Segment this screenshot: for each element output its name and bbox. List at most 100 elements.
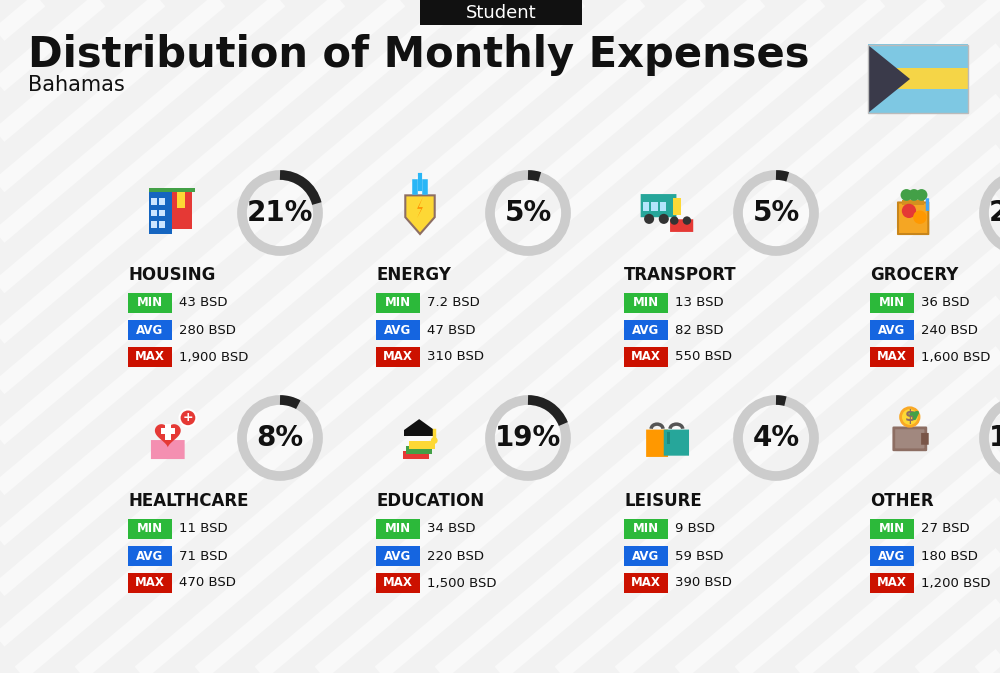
- Text: MIN: MIN: [385, 297, 411, 310]
- Text: 22%: 22%: [989, 199, 1000, 227]
- FancyBboxPatch shape: [376, 519, 420, 539]
- FancyBboxPatch shape: [870, 546, 914, 566]
- Text: Distribution of Monthly Expenses: Distribution of Monthly Expenses: [28, 34, 810, 76]
- Text: 13 BSD: 13 BSD: [675, 297, 724, 310]
- Text: 5%: 5%: [752, 199, 800, 227]
- FancyBboxPatch shape: [894, 428, 926, 450]
- Text: 470 BSD: 470 BSD: [179, 577, 236, 590]
- FancyBboxPatch shape: [870, 320, 914, 340]
- Text: MAX: MAX: [631, 351, 661, 363]
- FancyBboxPatch shape: [624, 320, 668, 340]
- Text: +: +: [183, 411, 193, 425]
- Text: AVG: AVG: [136, 549, 164, 563]
- FancyBboxPatch shape: [128, 320, 172, 340]
- Text: 5%: 5%: [504, 199, 552, 227]
- Text: AVG: AVG: [384, 549, 412, 563]
- Circle shape: [901, 189, 912, 201]
- FancyBboxPatch shape: [128, 347, 172, 367]
- Circle shape: [644, 214, 654, 224]
- Text: Bahamas: Bahamas: [28, 75, 125, 95]
- Text: MIN: MIN: [633, 522, 659, 536]
- Text: 11 BSD: 11 BSD: [179, 522, 228, 536]
- Text: 71 BSD: 71 BSD: [179, 549, 228, 563]
- FancyBboxPatch shape: [868, 68, 968, 90]
- Text: 36 BSD: 36 BSD: [921, 297, 970, 310]
- FancyBboxPatch shape: [404, 430, 434, 436]
- Text: AVG: AVG: [632, 549, 660, 563]
- Text: 4%: 4%: [752, 424, 800, 452]
- Text: MAX: MAX: [135, 351, 165, 363]
- FancyBboxPatch shape: [409, 441, 435, 449]
- FancyBboxPatch shape: [376, 573, 420, 593]
- Circle shape: [180, 409, 196, 426]
- Text: 1,500 BSD: 1,500 BSD: [427, 577, 496, 590]
- FancyBboxPatch shape: [151, 221, 157, 227]
- Text: MIN: MIN: [385, 522, 411, 536]
- Text: 7.2 BSD: 7.2 BSD: [427, 297, 480, 310]
- FancyBboxPatch shape: [926, 199, 929, 211]
- Text: MAX: MAX: [877, 351, 907, 363]
- Text: Student: Student: [466, 3, 536, 22]
- Text: HEALTHCARE: HEALTHCARE: [128, 492, 248, 510]
- Text: 180 BSD: 180 BSD: [921, 549, 978, 563]
- Text: AVG: AVG: [632, 324, 660, 336]
- Text: HOUSING: HOUSING: [128, 266, 215, 284]
- Text: MIN: MIN: [879, 522, 905, 536]
- Text: 1,200 BSD: 1,200 BSD: [921, 577, 990, 590]
- Polygon shape: [868, 45, 910, 113]
- FancyBboxPatch shape: [170, 192, 192, 229]
- Text: MIN: MIN: [633, 297, 659, 310]
- Circle shape: [916, 189, 927, 201]
- FancyBboxPatch shape: [159, 210, 165, 216]
- Text: MIN: MIN: [879, 297, 905, 310]
- FancyBboxPatch shape: [376, 347, 420, 367]
- FancyBboxPatch shape: [161, 428, 175, 434]
- Polygon shape: [417, 197, 423, 218]
- FancyBboxPatch shape: [420, 0, 582, 25]
- Text: LEISURE: LEISURE: [624, 492, 702, 510]
- FancyBboxPatch shape: [624, 347, 668, 367]
- FancyBboxPatch shape: [667, 431, 670, 444]
- Circle shape: [902, 204, 916, 218]
- Text: 8%: 8%: [256, 424, 304, 452]
- Text: 43 BSD: 43 BSD: [179, 297, 228, 310]
- Circle shape: [913, 211, 927, 224]
- Text: 9 BSD: 9 BSD: [675, 522, 715, 536]
- FancyBboxPatch shape: [624, 546, 668, 566]
- Polygon shape: [405, 195, 435, 234]
- Text: $: $: [904, 409, 915, 425]
- Text: MAX: MAX: [877, 577, 907, 590]
- Circle shape: [901, 408, 919, 426]
- Text: 27 BSD: 27 BSD: [921, 522, 970, 536]
- Text: 19%: 19%: [495, 424, 561, 452]
- FancyBboxPatch shape: [159, 199, 165, 205]
- Text: 1,900 BSD: 1,900 BSD: [179, 351, 248, 363]
- FancyBboxPatch shape: [159, 221, 165, 227]
- Text: 34 BSD: 34 BSD: [427, 522, 476, 536]
- Text: MAX: MAX: [631, 577, 661, 590]
- Text: 21%: 21%: [247, 199, 313, 227]
- FancyBboxPatch shape: [128, 573, 172, 593]
- FancyBboxPatch shape: [151, 210, 157, 216]
- FancyBboxPatch shape: [149, 192, 172, 234]
- FancyBboxPatch shape: [870, 293, 914, 313]
- Text: 220 BSD: 220 BSD: [427, 549, 484, 563]
- FancyBboxPatch shape: [406, 446, 432, 454]
- Text: AVG: AVG: [878, 549, 906, 563]
- Text: ENERGY: ENERGY: [376, 266, 451, 284]
- FancyBboxPatch shape: [870, 347, 914, 367]
- Text: AVG: AVG: [136, 324, 164, 336]
- FancyBboxPatch shape: [376, 293, 420, 313]
- FancyBboxPatch shape: [646, 429, 668, 457]
- Text: MAX: MAX: [135, 577, 165, 590]
- Text: EDUCATION: EDUCATION: [376, 492, 484, 510]
- FancyBboxPatch shape: [624, 573, 668, 593]
- FancyBboxPatch shape: [673, 199, 681, 215]
- Circle shape: [683, 216, 691, 225]
- FancyBboxPatch shape: [868, 90, 968, 113]
- FancyBboxPatch shape: [643, 202, 649, 211]
- Text: MIN: MIN: [137, 297, 163, 310]
- Text: 550 BSD: 550 BSD: [675, 351, 732, 363]
- Text: 240 BSD: 240 BSD: [921, 324, 978, 336]
- Text: 1,600 BSD: 1,600 BSD: [921, 351, 990, 363]
